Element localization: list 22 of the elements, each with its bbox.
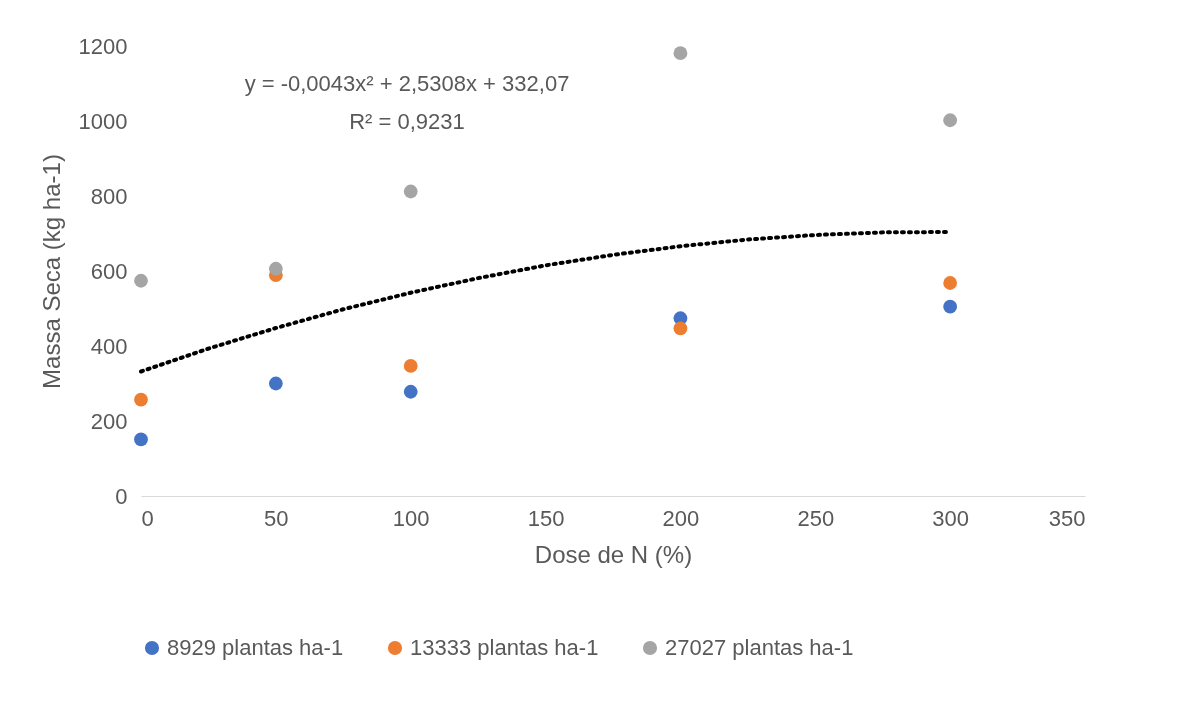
y-axis-title: Massa Seca (kg ha-1) <box>37 154 65 389</box>
x-tick-label: 250 <box>797 505 835 531</box>
legend-label: 8929 plantas ha-1 <box>167 635 344 660</box>
y-tick-label: 200 <box>90 408 128 434</box>
x-tick-label: 150 <box>527 505 565 531</box>
y-tick-label: 0 <box>115 483 128 509</box>
x-tick-label: 0 <box>141 505 154 531</box>
x-tick-label: 50 <box>264 505 289 531</box>
x-tick-label: 300 <box>932 505 969 531</box>
y-tick-label: 800 <box>90 183 128 209</box>
x-tick-label: 100 <box>392 505 430 531</box>
y-tick-label: 600 <box>90 258 128 284</box>
annotation: y = -0,0043x² + 2,5308x + 332,07 <box>244 71 570 96</box>
y-tick-label: 1200 <box>78 33 128 59</box>
x-tick-label: 200 <box>662 505 700 531</box>
legend-label: 13333 plantas ha-1 <box>410 635 599 660</box>
x-axis-title: Dose de N (%) <box>534 540 693 568</box>
x-tick-label: 350 <box>1048 505 1086 531</box>
annotation: R² = 0,9231 <box>349 109 465 134</box>
y-tick-label: 400 <box>90 333 128 359</box>
legend-label: 27027 plantas ha-1 <box>665 635 854 660</box>
y-tick-label: 1000 <box>78 108 128 134</box>
